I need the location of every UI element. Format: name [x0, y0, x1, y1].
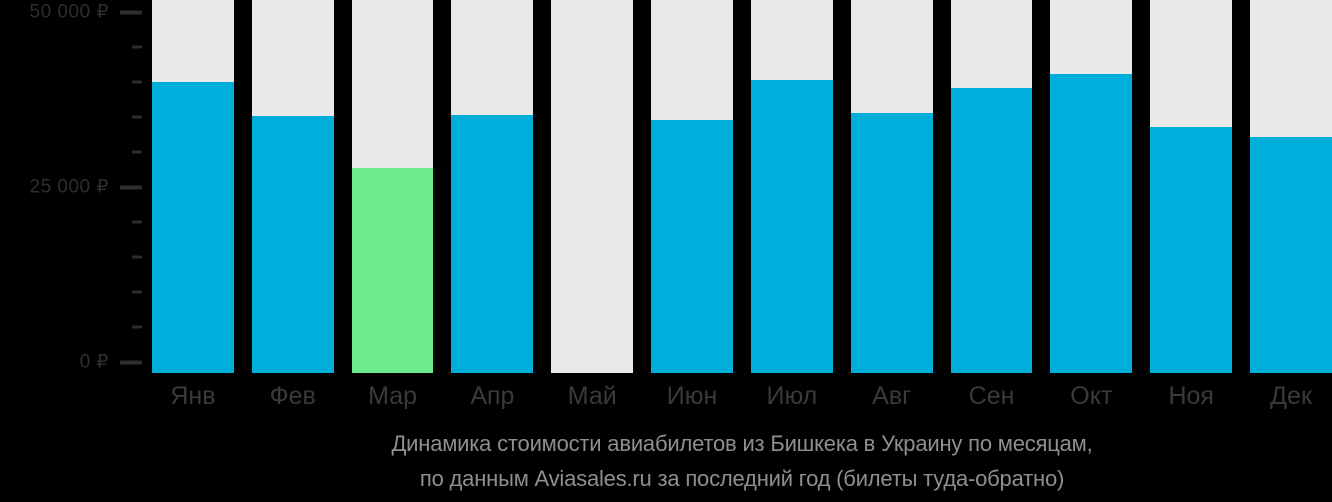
bar	[251, 116, 334, 373]
month-label: Июн	[666, 382, 718, 410]
tick-mark	[132, 255, 142, 259]
month-label: Сен	[968, 382, 1015, 410]
bar	[750, 80, 833, 373]
y-axis-minor-tick	[132, 150, 142, 154]
month-label: Окт	[1070, 382, 1113, 410]
month-label: Май	[567, 382, 617, 410]
bar-column[interactable]	[351, 0, 434, 373]
bar-column[interactable]	[651, 0, 733, 373]
bar	[152, 82, 234, 373]
bar	[451, 115, 534, 373]
month-label: Мар	[368, 382, 418, 410]
y-axis-minor-tick	[132, 220, 142, 224]
plot-area	[152, 0, 1332, 373]
y-axis-major-tick: 25 000 ₽	[30, 176, 142, 199]
bar-column[interactable]	[251, 0, 334, 373]
bar-column[interactable]	[152, 0, 234, 373]
bar	[850, 113, 933, 373]
y-axis-major-tick: 50 000 ₽	[30, 1, 142, 24]
bar-column[interactable]	[850, 0, 933, 373]
month-label: Авг	[872, 382, 912, 410]
bar	[651, 120, 733, 373]
tick-mark	[132, 115, 142, 119]
bar	[1150, 127, 1233, 373]
y-axis-tick-label: 25 000 ₽	[29, 176, 109, 198]
month-label: Июл	[766, 382, 818, 410]
y-axis-major-tick: 0 ₽	[80, 351, 142, 374]
bar-column[interactable]	[950, 0, 1033, 373]
tick-mark	[132, 45, 142, 49]
y-axis-tick-label: 50 000 ₽	[29, 1, 109, 23]
caption-line-2: по данным Aviasales.ru за последний год …	[419, 466, 1065, 491]
bar-column[interactable]	[750, 0, 833, 373]
caption-line-1: Динамика стоимости авиабилетов из Бишкек…	[391, 431, 1093, 456]
month-label: Апр	[470, 382, 515, 410]
month-labels: Янв Фев Мар Апр Май Июн Июл Авг Сен Окт Ноя Дек	[152, 373, 1332, 411]
bar	[1250, 137, 1332, 373]
tick-mark	[132, 80, 142, 84]
bar-column[interactable]	[1250, 0, 1332, 373]
y-axis-minor-tick	[132, 255, 142, 259]
tick-mark	[132, 220, 142, 224]
bar-column[interactable]	[451, 0, 534, 373]
bar-column[interactable]	[1150, 0, 1233, 373]
month-label: Янв	[170, 382, 216, 410]
month-label: Дек	[1270, 382, 1312, 410]
bar	[950, 88, 1033, 373]
bar-lowest-price	[351, 168, 434, 373]
tick-mark	[132, 290, 142, 294]
bar	[1050, 74, 1133, 373]
tick-mark	[132, 325, 142, 329]
tick-mark	[120, 185, 142, 189]
y-axis-minor-tick	[132, 45, 142, 49]
y-axis-minor-tick	[132, 115, 142, 119]
chart-caption: Динамика стоимости авиабилетов из Бишкек…	[152, 426, 1332, 496]
tick-mark	[120, 10, 142, 14]
y-axis-tick-label: 0 ₽	[79, 351, 109, 373]
bar-column[interactable]	[1050, 0, 1133, 373]
tick-mark	[132, 150, 142, 154]
tick-mark	[120, 360, 142, 364]
y-axis-minor-tick	[132, 80, 142, 84]
y-axis-minor-tick	[132, 290, 142, 294]
y-axis: 50 000 ₽ 25 000 ₽ 0 ₽	[0, 0, 152, 373]
month-label: Фев	[269, 382, 316, 410]
bar-column[interactable]	[551, 0, 634, 373]
month-label: Ноя	[1168, 382, 1214, 410]
y-axis-minor-tick	[132, 325, 142, 329]
